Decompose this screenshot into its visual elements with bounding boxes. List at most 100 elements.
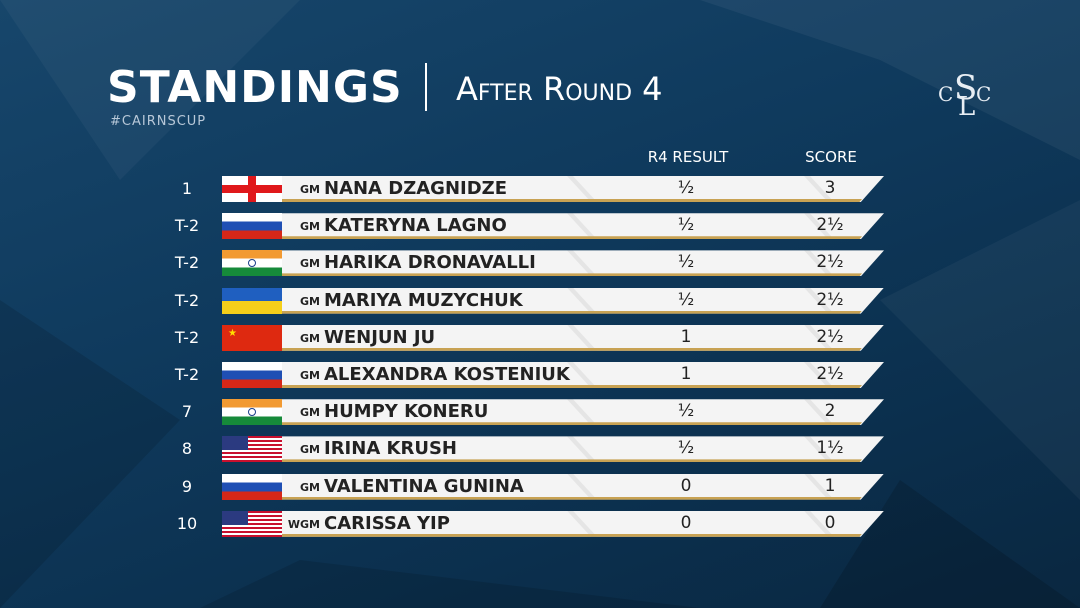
score: 2½ [816, 326, 844, 347]
rank: 10 [176, 513, 198, 533]
standing-row: 1 GM NANA DZAGNIDZE ½ 3 [182, 176, 884, 202]
row-underline [222, 422, 862, 426]
round-result: ½ [677, 215, 695, 236]
score: 2½ [816, 215, 844, 236]
standing-row: T-2 GM ALEXANDRA KOSTENIUK 1 2½ [175, 362, 884, 388]
flag-part [248, 408, 256, 417]
rank: 7 [181, 402, 193, 422]
flag [222, 510, 282, 537]
row-bar [222, 213, 884, 240]
title: STANDINGS [107, 62, 403, 113]
score: 2½ [816, 289, 844, 310]
logo-letter: C [976, 82, 992, 106]
row-bar [222, 324, 884, 351]
round-result: ½ [677, 289, 695, 310]
row-underline [222, 236, 862, 240]
flag [222, 399, 282, 426]
player-name: HUMPY KONERU [324, 401, 489, 423]
standing-row: 10 WGM CARISSA YIP 0 0 [177, 510, 884, 537]
score: 2 [824, 401, 836, 422]
flag [222, 287, 282, 314]
column-header: R4 RESULT [647, 148, 729, 166]
separator [425, 63, 427, 111]
flag-part [248, 259, 256, 268]
standing-row: 9 GM VALENTINA GUNINA 0 1 [182, 473, 884, 500]
hashtag: #CAIRNSCUP [110, 114, 207, 129]
standing-row: T-2 GM MARIYA MUZYCHUK ½ 2½ [175, 287, 884, 314]
round-result: ½ [677, 252, 695, 273]
row-bar [222, 399, 884, 426]
row-bar [222, 362, 884, 388]
rank: T-2 [174, 290, 200, 310]
player-title: GM [300, 406, 320, 420]
row-underline [222, 533, 862, 537]
round-result: 1 [680, 364, 692, 384]
player-name: IRINA KRUSH [324, 438, 457, 460]
player-name: VALENTINA GUNINA [324, 475, 524, 497]
subtitle: After Round 4 [456, 70, 663, 108]
player-title: GM [300, 183, 320, 196]
player-title: GM [300, 443, 320, 457]
score: 0 [824, 512, 836, 533]
round-result: ½ [677, 401, 695, 422]
flag: ★ [222, 324, 282, 351]
player-name: WENJUN JU [324, 326, 436, 348]
row-underline [222, 496, 862, 500]
flag [222, 176, 282, 202]
player-name: CARISSA YIP [324, 512, 450, 534]
row-underline [222, 459, 862, 463]
flag [222, 436, 282, 463]
player-title: GM [300, 480, 320, 494]
player-title: GM [300, 220, 320, 234]
score: 1½ [816, 438, 844, 459]
player-name: HARIKA DRONAVALLI [324, 252, 536, 274]
row-underline [222, 273, 862, 277]
player-title: WGM [287, 517, 320, 531]
player-name: NANA DZAGNIDZE [324, 178, 508, 199]
flag-part [222, 436, 248, 451]
row-bar [222, 250, 884, 277]
rank: T-2 [174, 216, 200, 236]
standing-row: 8 GM IRINA KRUSH ½ 1½ [182, 436, 884, 463]
round-result: 1 [680, 326, 692, 347]
round-result: 0 [680, 475, 692, 496]
round-result: ½ [677, 178, 695, 198]
flag-part [222, 510, 248, 525]
logo-letter: S [954, 68, 978, 108]
rank: 1 [181, 179, 193, 198]
row-bar [222, 287, 884, 314]
standing-row: T-2 GM KATERYNA LAGNO ½ 2½ [175, 213, 884, 240]
flag-part [222, 185, 282, 193]
player-name: KATERYNA LAGNO [324, 215, 507, 237]
player-title: GM [300, 369, 320, 382]
score: 2½ [816, 252, 844, 273]
row-underline [222, 347, 862, 351]
flag-part: ★ [228, 327, 237, 339]
row-underline [222, 310, 862, 314]
flag [222, 250, 282, 277]
row-bar [222, 473, 884, 500]
row-bar [222, 436, 884, 463]
score: 3 [824, 178, 836, 198]
player-name: ALEXANDRA KOSTENIUK [324, 364, 570, 385]
row-bar [222, 510, 884, 537]
player-title: GM [300, 257, 320, 271]
rank: 9 [181, 476, 193, 496]
standing-row: T-2 ★ GM WENJUN JU 1 2½ [175, 324, 884, 351]
round-result: 0 [680, 512, 692, 533]
standing-row: 7 GM HUMPY KONERU ½ 2 [182, 399, 884, 426]
flag [222, 473, 282, 500]
rank: T-2 [174, 365, 200, 384]
rank: T-2 [174, 327, 200, 347]
flag [222, 362, 282, 388]
logo: C S L C [938, 68, 994, 122]
score: 1 [824, 475, 836, 496]
rank: T-2 [174, 253, 200, 273]
logo-letter: C [938, 82, 954, 106]
row-bar [222, 176, 884, 202]
player-title: GM [300, 331, 320, 345]
player-name: MARIYA MUZYCHUK [324, 289, 523, 311]
rank: 8 [181, 439, 193, 459]
